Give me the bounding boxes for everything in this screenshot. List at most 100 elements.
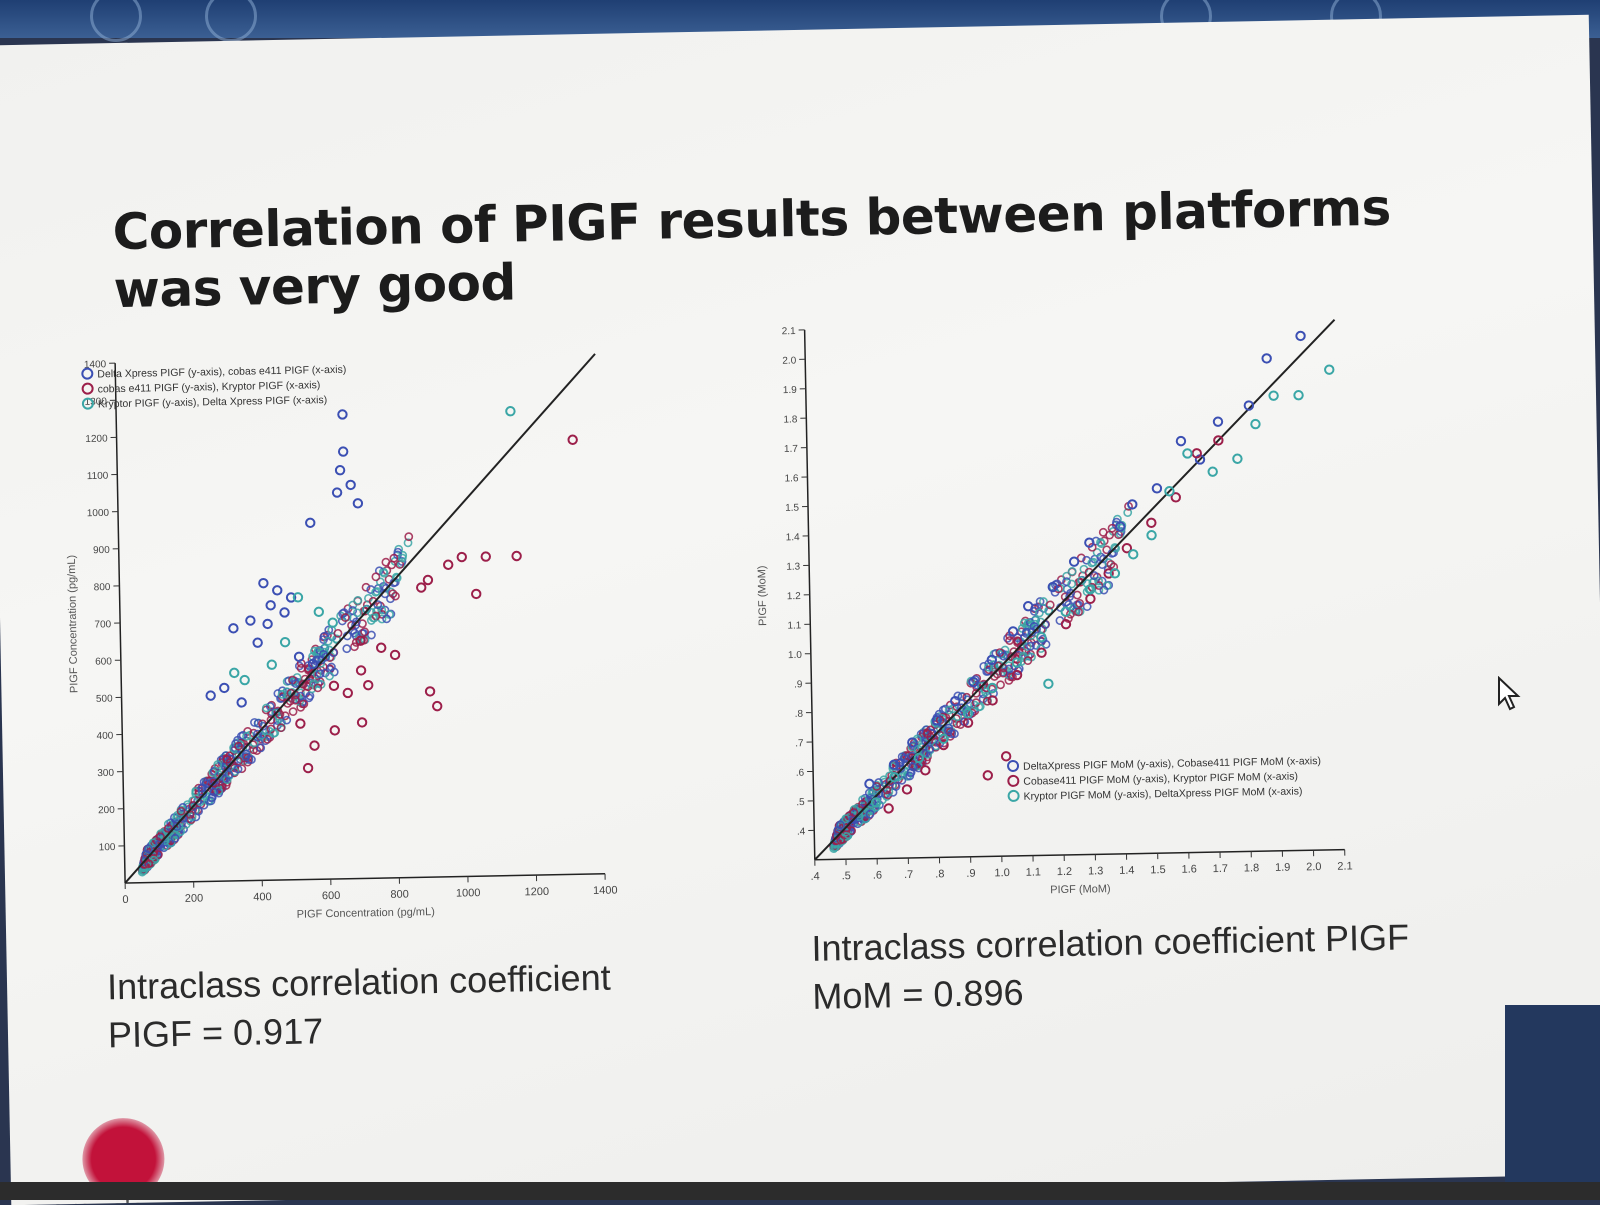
- y-tick-label: 1200: [85, 434, 108, 445]
- background-circle: [205, 0, 257, 42]
- scatter-point: [336, 466, 345, 475]
- scatter-point: [1070, 557, 1079, 566]
- scatter-point: [354, 499, 363, 508]
- y-tick-label: 1.4: [786, 532, 801, 543]
- scatter-point: [357, 666, 366, 675]
- scatter-point: [391, 651, 400, 660]
- x-tick-label: .5: [842, 870, 851, 882]
- scatter-cloud-point: [1083, 603, 1090, 610]
- scatter-point: [1147, 518, 1156, 527]
- x-tick-label: 1.3: [1088, 865, 1104, 877]
- scatter-point: [230, 669, 239, 678]
- y-tick-label: 1.1: [787, 620, 802, 631]
- scatter-point: [280, 608, 289, 617]
- x-tick-label: 800: [390, 889, 409, 901]
- slide-title: Correlation of PIGF results between plat…: [112, 177, 1494, 319]
- scatter-point: [338, 410, 347, 419]
- x-tick-label: 1.4: [1119, 865, 1135, 877]
- y-tick-label: 1.5: [785, 503, 800, 514]
- legend-marker: [1009, 791, 1019, 801]
- scatter-point: [417, 583, 426, 592]
- x-tick-label: 0: [122, 894, 128, 906]
- y-tick-label: 800: [94, 582, 111, 593]
- y-tick-label: .6: [796, 768, 805, 779]
- scatter-cloud-point: [997, 681, 1004, 688]
- scatter-point: [1086, 594, 1095, 603]
- y-tick-label: 1.2: [787, 591, 802, 602]
- scatter-point: [296, 719, 305, 728]
- scatter-point: [1183, 449, 1192, 458]
- x-tick-label: 1.8: [1244, 862, 1260, 874]
- scatter-point: [333, 488, 342, 497]
- y-tick-label: 2.1: [782, 326, 797, 337]
- y-tick-label: 400: [97, 731, 114, 742]
- scatter-point: [220, 684, 229, 693]
- scatter-point: [568, 435, 577, 444]
- y-tick-label: 200: [98, 805, 115, 816]
- scatter-point: [426, 687, 435, 696]
- y-tick-label: 1.8: [783, 414, 798, 425]
- caption-left-line2: PIGF = 0.917: [108, 1000, 709, 1060]
- x-axis-label: PIGF Concentration (pg/mL): [297, 906, 435, 921]
- scatter-point: [1214, 417, 1223, 426]
- scatter-point: [433, 702, 442, 711]
- scatter-point: [281, 638, 290, 647]
- y-tick-label: 1.9: [783, 385, 798, 396]
- scatter-point: [310, 741, 319, 750]
- x-tick-label: 1.5: [1150, 864, 1166, 876]
- scatter-point: [984, 771, 993, 780]
- legend-label: Cobase411 PIGF MoM (y-axis), Kryptor PIG…: [1023, 770, 1298, 787]
- scatter-point: [259, 579, 268, 588]
- scatter-point: [346, 481, 355, 490]
- x-tick-label: 200: [185, 893, 204, 905]
- legend-label: Kryptor PIGF (y-axis), Delta Xpress PIGF…: [98, 394, 327, 410]
- scatter-point: [1251, 420, 1260, 429]
- y-tick-label: 1.0: [788, 650, 803, 661]
- x-axis: [815, 850, 1345, 860]
- scatter-point: [240, 676, 249, 685]
- y-tick-label: 1.7: [784, 444, 799, 455]
- scatter-point: [268, 660, 277, 669]
- x-tick-label: 600: [322, 890, 341, 902]
- y-tick-label: 700: [94, 619, 111, 630]
- y-tick-label: 1000: [87, 508, 110, 519]
- y-tick-label: .5: [796, 797, 805, 808]
- scatter-point: [237, 698, 246, 707]
- desktop-corner-shape: [1505, 1005, 1600, 1200]
- x-axis-label: PIGF (MoM): [1050, 883, 1111, 896]
- legend-label: Kryptor PIGF MoM (y-axis), DeltaXpress P…: [1024, 785, 1303, 802]
- scatter-point: [266, 601, 275, 610]
- scatter-cloud-point: [372, 573, 379, 580]
- x-tick-label: 1.9: [1275, 862, 1291, 874]
- scatter-point: [377, 643, 386, 652]
- x-tick-label: 1400: [593, 885, 618, 897]
- x-tick-label: 1.1: [1026, 866, 1042, 878]
- x-tick-label: 2.0: [1306, 861, 1322, 873]
- y-tick-label: 1.3: [786, 562, 801, 573]
- x-tick-label: 1.2: [1057, 866, 1073, 878]
- scatter-point: [1269, 391, 1278, 400]
- scatter-point: [884, 804, 893, 813]
- y-tick-label: 100: [99, 842, 116, 853]
- scatter-point: [315, 608, 324, 617]
- legend-marker: [1008, 776, 1018, 786]
- scatter-point: [472, 590, 481, 599]
- y-tick-label: 300: [97, 768, 114, 779]
- x-tick-label: 1.0: [994, 867, 1010, 879]
- y-tick-label: 900: [93, 545, 110, 556]
- y-tick-label: 1.6: [784, 473, 799, 484]
- scatter-point: [206, 691, 215, 700]
- scatter-point: [364, 681, 373, 690]
- scatter-point: [903, 785, 912, 794]
- scatter-point: [304, 764, 313, 773]
- scatter-point: [1147, 531, 1156, 540]
- y-tick-label: 2.0: [782, 355, 797, 366]
- legend-marker: [83, 384, 93, 394]
- caption-right: Intraclass correlation coefficient PIGF …: [811, 911, 1513, 1020]
- x-tick-label: .7: [904, 869, 913, 881]
- x-tick-label: 1.7: [1213, 863, 1229, 875]
- scatter-point: [424, 576, 433, 585]
